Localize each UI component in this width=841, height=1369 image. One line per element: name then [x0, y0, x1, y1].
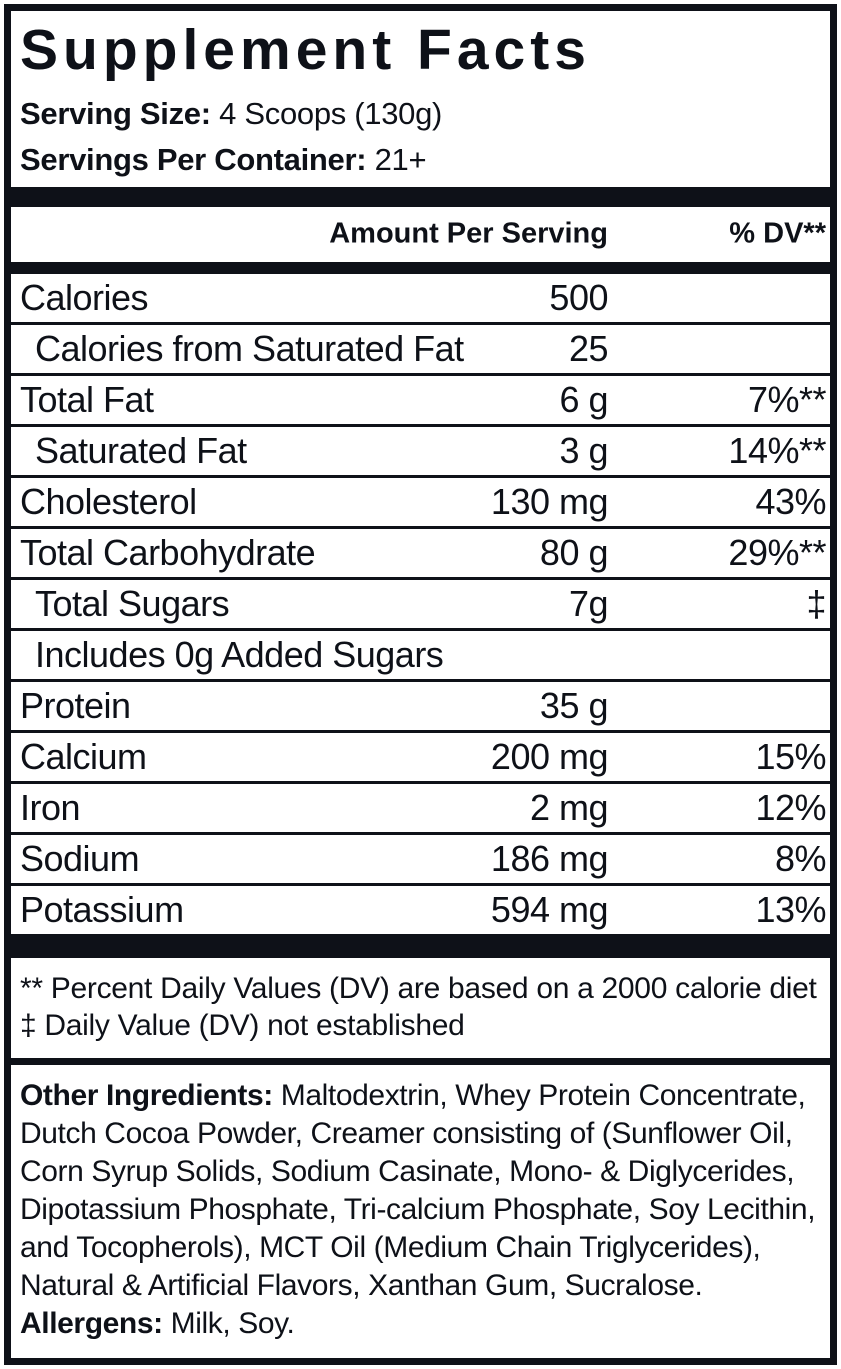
table-row: Cholesterol 130 mg 43% — [11, 478, 830, 529]
thick-divider-top — [11, 186, 830, 207]
serving-size-label: Serving Size: — [20, 95, 211, 131]
nutrient-dv: 14%** — [728, 429, 826, 471]
nutrient-amount: 200 mg — [490, 735, 609, 777]
nutrient-name: Protein — [20, 684, 131, 726]
nutrient-name: Sodium — [20, 837, 140, 879]
nutrient-name: Total Carbohydrate — [20, 531, 316, 573]
page-title: Supplement Facts — [20, 18, 591, 82]
allergens-label: Allergens: — [20, 1306, 163, 1340]
nutrient-dv: 13% — [755, 888, 826, 930]
table-row: Saturated Fat 3 g 14%** — [11, 427, 830, 478]
nutrient-dv: 29%** — [728, 531, 826, 573]
nutrient-name: Saturated Fat — [35, 429, 247, 471]
nutrient-name: Potassium — [20, 888, 184, 930]
not-established-footnote: ‡ Daily Value (DV) not established — [20, 1008, 465, 1042]
nutrient-name: Total Fat — [20, 378, 154, 420]
nutrient-name: Calories — [20, 276, 149, 318]
table-row: Sodium 186 mg 8% — [11, 835, 830, 886]
nutrient-name: Iron — [20, 786, 81, 828]
table-row: Includes 0g Added Sugars — [11, 631, 830, 682]
label-header-section: Supplement Facts Serving Size: 4 Scoops … — [11, 11, 830, 187]
table-row: Protein 35 g — [11, 682, 830, 733]
amount-per-serving-header: Amount Per Serving — [329, 217, 608, 250]
daily-value-footnote: ** Percent Daily Values (DV) are based o… — [20, 971, 817, 1005]
header-divider — [11, 261, 830, 274]
table-row: Calcium 200 mg 15% — [11, 733, 830, 784]
ingredients-section: Other Ingredients: Maltodextrin, Whey Pr… — [11, 1065, 830, 1358]
table-header-row: Amount Per Serving % DV** — [11, 207, 830, 262]
thick-divider-bottom — [11, 933, 830, 958]
nutrient-dv: 8% — [774, 837, 827, 879]
nutrient-name: Cholesterol — [20, 480, 197, 522]
other-ingredients-text: Maltodextrin, Whey Protein Concentrate, … — [20, 1078, 816, 1302]
nutrient-amount: 3 g — [559, 429, 608, 471]
nutrient-amount: 7g — [568, 582, 609, 624]
nutrient-amount: 35 g — [539, 684, 609, 726]
nutrient-name: Calories from Saturated Fat — [35, 327, 464, 369]
servings-per-container-value: 21+ — [374, 141, 427, 177]
servings-per-container-label: Servings Per Container: — [20, 141, 367, 177]
nutrient-name: Includes 0g Added Sugars — [35, 633, 444, 675]
table-row: Calories 500 — [11, 274, 830, 325]
table-row: Total Carbohydrate 80 g 29%** — [11, 529, 830, 580]
nutrient-amount: 186 mg — [490, 837, 609, 879]
nutrient-dv: 43% — [755, 480, 826, 522]
footnote-divider — [11, 1057, 830, 1065]
table-row: Total Sugars 7g ‡ — [11, 580, 830, 631]
serving-size-line: Serving Size: 4 Scoops (130g) — [20, 98, 821, 129]
nutrient-dv: 15% — [755, 735, 826, 777]
table-row: Calories from Saturated Fat 25 — [11, 325, 830, 376]
nutrient-name: Total Sugars — [35, 582, 230, 624]
nutrient-amount: 6 g — [559, 378, 608, 420]
servings-per-container-line: Servings Per Container: 21+ — [20, 144, 821, 175]
allergens-text: Milk, Soy. — [162, 1306, 295, 1340]
nutrient-dv: 12% — [755, 786, 826, 828]
nutrient-amount: 500 — [549, 276, 608, 318]
serving-size-value: 4 Scoops (130g) — [219, 95, 443, 131]
nutrient-amount: 594 mg — [490, 888, 609, 930]
nutrient-amount: 2 mg — [529, 786, 609, 828]
percent-dv-header: % DV** — [729, 217, 826, 250]
nutrient-dv: 7%** — [747, 378, 827, 420]
table-row: Total Fat 6 g 7%** — [11, 376, 830, 427]
footnotes-section: ** Percent Daily Values (DV) are based o… — [11, 958, 830, 1058]
nutrient-dv: ‡ — [806, 582, 826, 624]
nutrient-name: Calcium — [20, 735, 147, 777]
other-ingredients-label: Other Ingredients: — [20, 1078, 273, 1112]
table-row: Potassium 594 mg 13% — [11, 886, 830, 934]
supplement-facts-panel: Supplement Facts Serving Size: 4 Scoops … — [4, 4, 837, 1365]
nutrient-amount: 130 mg — [490, 480, 609, 522]
nutrient-amount: 80 g — [539, 531, 609, 573]
nutrient-amount: 25 — [568, 327, 609, 369]
table-row: Iron 2 mg 12% — [11, 784, 830, 835]
nutrient-table: Calories 500 Calories from Saturated Fat… — [11, 274, 830, 934]
